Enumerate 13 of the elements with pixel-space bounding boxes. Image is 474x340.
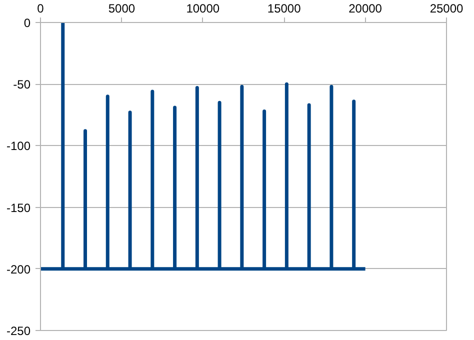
y-tick-label: -50: [13, 78, 31, 92]
line-series: [40, 22, 368, 271]
x-tick-label: 10000: [186, 2, 220, 16]
x-tick-label: 0: [37, 2, 44, 16]
y-tick-label: -200: [6, 262, 31, 276]
x-tick-label: 25000: [430, 2, 464, 16]
y-tick-label: -250: [6, 324, 31, 338]
y-tick-label: 0: [24, 16, 31, 30]
x-tick-label: 20000: [348, 2, 382, 16]
y-tick-label: -100: [6, 139, 31, 154]
y-tick-label: -150: [6, 200, 31, 215]
x-tick-label: 15000: [267, 2, 302, 16]
x-tick-label: 5000: [108, 2, 136, 16]
